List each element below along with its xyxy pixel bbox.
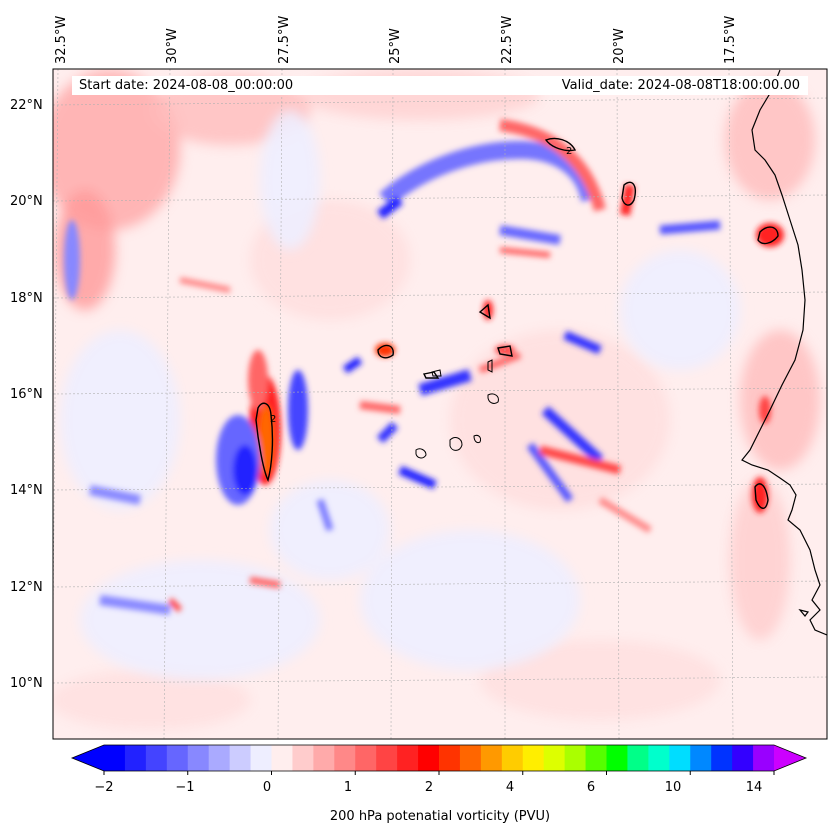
colorbar-tick-label: 6	[586, 780, 596, 795]
start-date-text: Start date: 2024-08-08_00:00:00	[79, 78, 294, 93]
colorbar-swatch	[376, 745, 398, 771]
map-frame	[52, 68, 828, 740]
colorbar-tick-label: −2	[94, 780, 114, 795]
colorbar-swatch	[501, 745, 524, 771]
map-area: 2 2	[53, 69, 827, 739]
colorbar-swatch	[585, 745, 607, 771]
colorbar-swatch	[753, 745, 775, 771]
colorbar-swatch	[250, 745, 272, 771]
lat-label-10n: 10°N	[10, 676, 43, 691]
graticule	[53, 69, 827, 739]
colorbar-swatch	[418, 745, 440, 771]
colorbar-swatch	[124, 745, 147, 771]
colorbar-swatch	[606, 745, 628, 771]
colorbar-swatch	[334, 745, 356, 771]
lat-label-18n: 18°N	[10, 291, 43, 306]
colorbar-swatch	[459, 745, 482, 771]
lat-label-20n: 20°N	[10, 194, 43, 209]
colorbar-tick-label: 1	[343, 780, 353, 795]
colorbar-tick-label: 4	[505, 780, 515, 795]
colorbar-swatch	[397, 745, 419, 771]
contour-label: 2	[270, 414, 276, 425]
colorbar	[70, 744, 808, 775]
islands	[415, 359, 499, 459]
colorbar-extend-low	[72, 745, 104, 771]
pv-2-contours	[255, 137, 779, 509]
lon-label-20w: 20°W	[612, 28, 627, 64]
colorbar-swatch	[564, 745, 587, 771]
lon-label-30w: 30°W	[165, 28, 180, 64]
colorbar-swatch	[480, 745, 503, 771]
lon-label-25w: 25°W	[388, 28, 403, 64]
colorbar-swatch	[522, 745, 545, 771]
contour-label: 2	[566, 146, 572, 157]
colorbar-swatch	[648, 745, 670, 771]
colorbar-swatch	[145, 745, 168, 771]
colorbar-swatch	[166, 745, 189, 771]
colorbar-swatch	[355, 745, 377, 771]
colorbar-swatch	[732, 745, 754, 771]
colorbar-swatch	[313, 745, 335, 771]
colorbar-swatch	[229, 745, 252, 771]
lon-label-32-5w: 32.5°W	[54, 15, 69, 64]
info-bar	[72, 76, 808, 95]
lat-label-12n: 12°N	[10, 580, 43, 595]
colorbar-swatch	[439, 745, 461, 771]
african-coastline	[741, 69, 827, 636]
colorbar-title: 200 hPa potenatial vorticity (PVU)	[329, 809, 551, 824]
colorbar-swatch	[271, 745, 293, 771]
colorbar-tick-label: 10	[664, 780, 682, 795]
colorbar-swatch	[543, 745, 566, 771]
colorbar-swatch	[187, 745, 210, 771]
lat-label-14n: 14°N	[10, 483, 43, 498]
colorbar-tick-label: 0	[262, 780, 272, 795]
colorbar-swatch	[627, 745, 649, 771]
lat-label-22n: 22°N	[10, 98, 43, 113]
colorbar-tick-label: −1	[175, 780, 195, 795]
negative-pv-regions	[60, 110, 740, 680]
contour-labels: 2 2	[270, 146, 572, 425]
valid-date-text: Valid_date: 2024-08-08T18:00:00.00	[561, 78, 800, 93]
lon-label-17-5w: 17.5°W	[723, 15, 738, 64]
lat-label-16n: 16°N	[10, 387, 43, 402]
colorbar-extend-high	[774, 745, 806, 771]
colorbar-tick-label: 2	[424, 780, 434, 795]
colorbar-swatch	[292, 745, 314, 771]
colorbar-swatch	[104, 745, 126, 771]
colorbar-swatch	[690, 745, 712, 771]
colorbar-swatch	[208, 745, 231, 771]
colorbar-swatch	[669, 745, 691, 771]
lon-label-22-5w: 22.5°W	[500, 15, 515, 64]
lon-label-27-5w: 27.5°W	[277, 15, 292, 64]
colorbar-tick-label: 14	[745, 780, 763, 795]
colorbar-swatch	[711, 745, 733, 771]
